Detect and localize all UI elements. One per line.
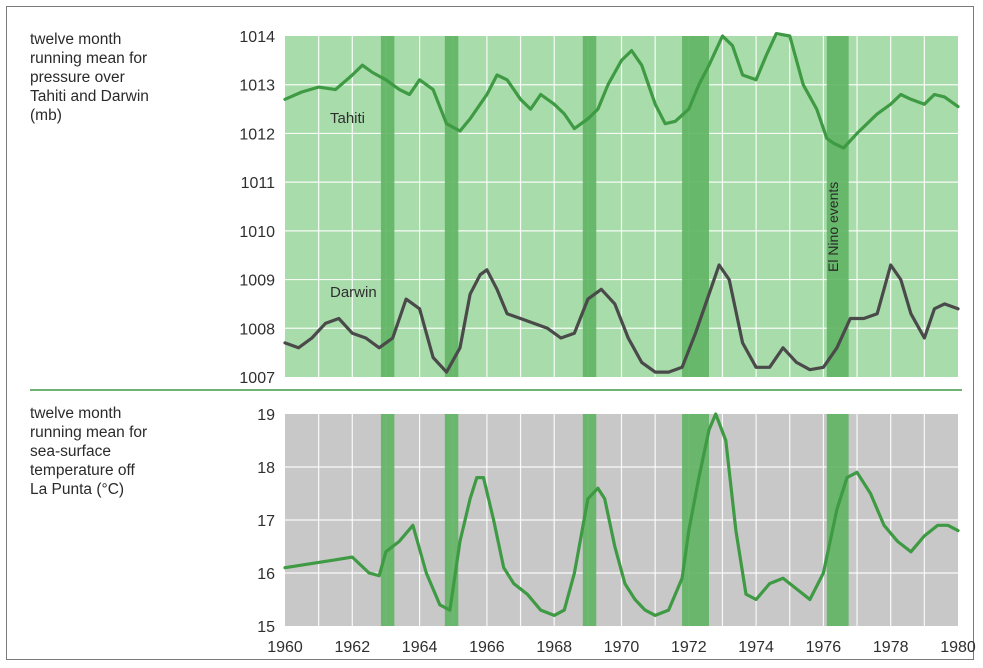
temperature-series-line (283, 412, 960, 618)
x-tick-label: 1966 (469, 639, 505, 656)
temperature-y-tick-label: 16 (257, 566, 275, 583)
pressure-y-tick-label: 1007 (239, 370, 275, 387)
x-tick-label: 1968 (536, 639, 572, 656)
darwin-series-label: Darwin (330, 284, 377, 301)
el-nino-band (380, 414, 395, 626)
x-tick-label: 1974 (738, 639, 774, 656)
x-tick-label: 1980 (940, 639, 976, 656)
el-nino-band (826, 414, 849, 626)
pressure-y-tick-label: 1014 (239, 29, 275, 46)
darwin-series-line (283, 263, 960, 374)
temperature-panel-description: twelve month running mean for sea-surfac… (30, 405, 148, 498)
x-tick-label: 1962 (335, 639, 371, 656)
x-tick-label: 1978 (873, 639, 909, 656)
temperature-y-tick-label: 15 (257, 619, 275, 636)
pressure-y-tick-label: 1008 (239, 321, 275, 338)
el-nino-events-label: El Nino events (825, 182, 841, 272)
pressure-panel-description: twelve month running mean for pressure o… (30, 31, 149, 124)
temperature-y-tick-label: 19 (257, 407, 275, 424)
x-tick-label: 1970 (604, 639, 640, 656)
temperature-y-tick-label: 18 (257, 460, 275, 477)
x-tick-label: 1964 (402, 639, 438, 656)
tahiti-series-line (283, 31, 960, 150)
temperature-y-tick-label: 17 (257, 513, 275, 530)
el-nino-band (826, 36, 849, 377)
x-tick-label: 1976 (806, 639, 842, 656)
el-nino-band (380, 36, 395, 377)
x-tick-label: 1960 (267, 639, 303, 656)
pressure-y-tick-label: 1012 (239, 126, 275, 143)
figure-frame (6, 6, 974, 660)
el-nino-band (582, 36, 597, 377)
pressure-y-tick-label: 1011 (241, 175, 276, 192)
el-nino-band (582, 414, 597, 626)
x-tick-label: 1972 (671, 639, 707, 656)
pressure-y-tick-label: 1009 (239, 273, 275, 290)
tahiti-series-label: Tahiti (330, 110, 365, 127)
pressure-y-tick-label: 1013 (239, 78, 275, 95)
el-nino-band (444, 36, 459, 377)
pressure-y-tick-label: 1010 (239, 224, 275, 241)
el-nino-band (682, 36, 709, 377)
